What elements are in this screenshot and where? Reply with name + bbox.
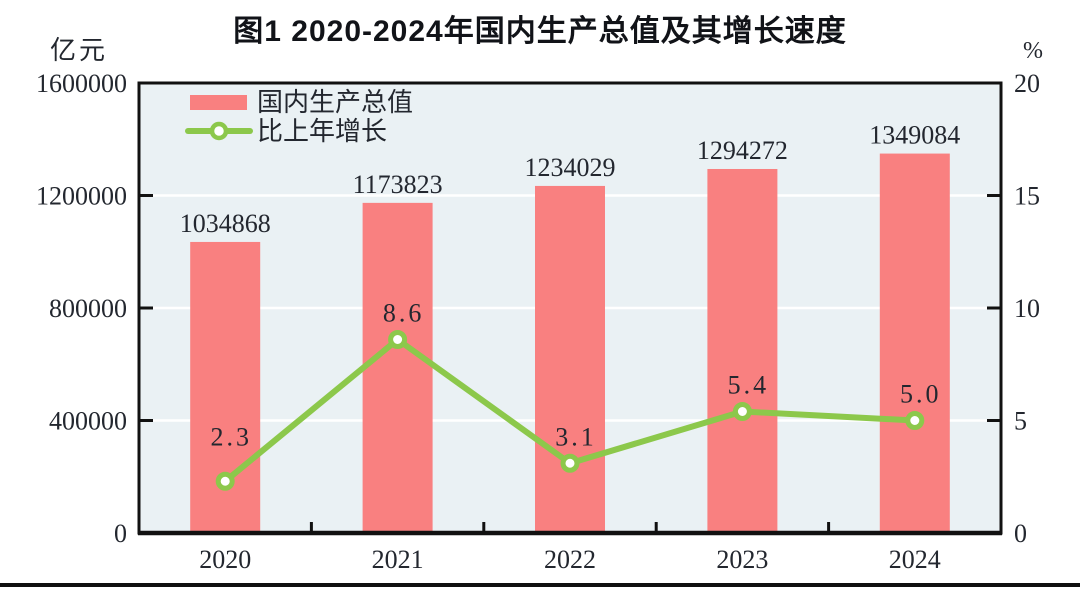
x-axis-label-2022: 2022 bbox=[544, 545, 596, 574]
bar-2024 bbox=[879, 153, 950, 533]
bar-value-label: 1234029 bbox=[525, 153, 616, 182]
left-axis-tick-label: 1600000 bbox=[36, 69, 127, 98]
growth-value-label: 5.4 bbox=[728, 371, 770, 400]
growth-value-label: 5.0 bbox=[900, 380, 942, 409]
x-axis-label-2024: 2024 bbox=[889, 545, 941, 574]
bar-value-label: 1294272 bbox=[697, 136, 788, 165]
line-marker-2020 bbox=[215, 471, 235, 491]
legend-label-gdp: 国内生产总值 bbox=[257, 88, 413, 117]
line-marker-2024 bbox=[905, 411, 925, 430]
right-axis-tick-label: 5 bbox=[1014, 407, 1027, 436]
x-axis-label-2020: 2020 bbox=[199, 545, 251, 574]
x-axis-label-2023: 2023 bbox=[716, 545, 768, 574]
line-marker-2021 bbox=[388, 330, 408, 349]
left-axis-tick-label: 0 bbox=[114, 519, 127, 548]
legend-line-marker bbox=[209, 121, 229, 141]
bar-2022 bbox=[535, 185, 605, 534]
left-axis-tick-label: 800000 bbox=[49, 294, 127, 323]
line-marker-2023 bbox=[732, 402, 752, 421]
bar-value-label: 1349084 bbox=[869, 121, 960, 150]
right-axis-tick-label: 20 bbox=[1014, 69, 1040, 98]
growth-value-label: 3.1 bbox=[555, 422, 597, 451]
left-axis-tick-label: 1200000 bbox=[36, 182, 127, 211]
bottom-divider-line bbox=[0, 583, 1080, 587]
bar-2021 bbox=[362, 202, 433, 533]
line-marker-2022 bbox=[560, 453, 580, 473]
legend-bar-swatch bbox=[190, 95, 247, 110]
right-axis-unit-label: % bbox=[1023, 38, 1043, 64]
right-axis-tick-label: 15 bbox=[1014, 182, 1040, 211]
bar-value-label: 1173823 bbox=[353, 170, 443, 199]
left-axis-tick-label: 400000 bbox=[49, 407, 127, 436]
bar-value-label: 1034868 bbox=[180, 209, 271, 238]
bar-2023 bbox=[707, 168, 778, 533]
legend-label-growth: 比上年增长 bbox=[257, 117, 387, 146]
growth-value-label: 8.6 bbox=[383, 299, 425, 328]
left-axis-unit-label: 亿元 bbox=[50, 36, 109, 65]
right-axis-tick-label: 10 bbox=[1014, 294, 1040, 323]
growth-value-label: 2.3 bbox=[210, 422, 252, 451]
figure-title: 图1 2020-2024年国内生产总值及其增长速度 bbox=[233, 15, 847, 48]
right-axis-tick-label: 0 bbox=[1014, 519, 1027, 548]
x-axis-label-2021: 2021 bbox=[372, 545, 424, 574]
